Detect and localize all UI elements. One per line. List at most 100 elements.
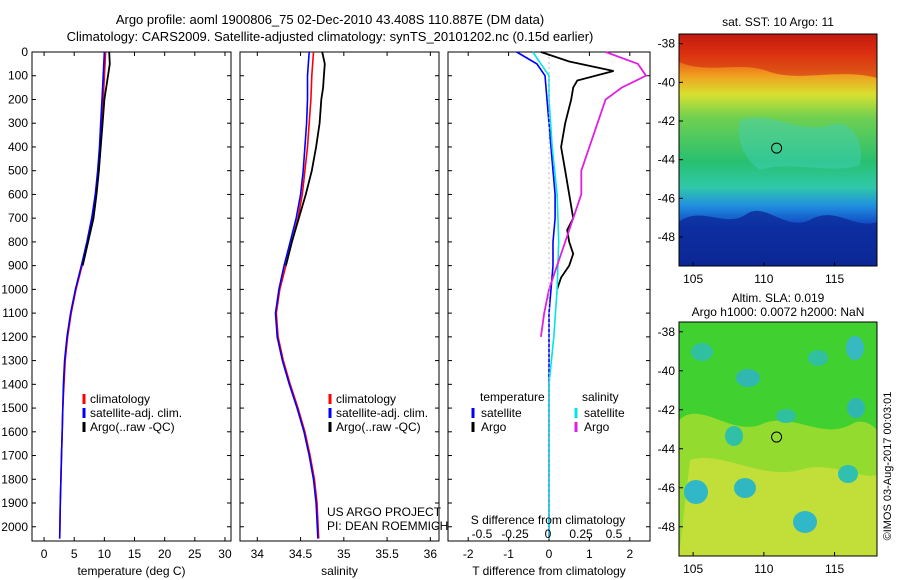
sla-eddy (736, 369, 760, 387)
sst-heatmap (679, 34, 877, 266)
temperature-x-tick-label: 10 (98, 547, 112, 561)
depth-tick-label: 1700 (1, 449, 28, 463)
sla-x-tick-label: 115 (825, 562, 844, 576)
annotation-project: US ARGO PROJECT (327, 505, 442, 519)
difference-x-axis-label: T difference from climatology (472, 564, 626, 578)
salinity-series-1 (274, 51, 319, 539)
depth-tick-label: 0 (21, 45, 28, 59)
temperature-x-tick-label: 15 (128, 547, 142, 561)
salinity-series-2 (285, 51, 326, 266)
sst-y-tick-label: -42 (658, 114, 676, 128)
depth-tick-label: 1200 (1, 330, 28, 344)
sla-eddy (776, 409, 796, 423)
imos-credit: ©IMOS 03-Aug-2017 00:03:01 (882, 392, 894, 541)
salinity-axes-box (239, 51, 440, 542)
depth-tick-label: 1800 (1, 472, 28, 486)
temperature-series-2 (81, 51, 111, 266)
sla-y-tick-label: -44 (658, 442, 676, 456)
sla-eddy (691, 343, 713, 361)
sla-y-tick-label: -38 (658, 325, 676, 339)
sst-cold-water (679, 210, 877, 266)
sla-eddy (838, 465, 858, 483)
sst-x-tick-label: 115 (825, 272, 844, 286)
difference-x-tick-label: 0 (546, 547, 553, 561)
sla-eddy (725, 426, 743, 446)
diff-legend-label: Argo (584, 420, 610, 434)
temperature-panel: 0100200300400500600700800900100011001200… (1, 45, 232, 578)
sst-warm-water (679, 34, 877, 78)
diff-top-tick-label: 0 (545, 527, 552, 541)
sla-map-title: Argo h1000: 0.0072 h2000: NaN (692, 305, 865, 319)
depth-tick-label: 600 (8, 187, 28, 201)
sla-map-panel: 105 110 115 -38 -40 -42 -44 -46 -48 Altim. SLA: 0… (658, 291, 878, 576)
sst-x-tick-label: 105 (683, 272, 703, 286)
sst-map-title: sat. SST: 10 Argo: 11 (722, 15, 834, 29)
sst-x-tick-label: 110 (754, 272, 773, 286)
difference-x-tick-label: -1 (503, 547, 514, 561)
salinity-series-0 (275, 51, 320, 539)
temperature-x-axis-label: temperature (deg C) (77, 564, 185, 578)
difference-panel: -2 -1 0 1 2T difference from climatology temp… (447, 51, 651, 578)
salinity-x-tick-label: 34 (251, 547, 265, 561)
depth-tick-label: 1400 (1, 377, 28, 391)
depth-tick-label: 800 (8, 235, 28, 249)
difference-x-tick-label: 1 (586, 547, 593, 561)
difference-series-3 (540, 51, 648, 338)
diff-top-tick-label: -0.25 (501, 527, 529, 541)
argo-location-marker (771, 142, 783, 154)
depth-tick-label: 900 (8, 259, 28, 273)
diff-top-tick-label: 0.5 (606, 527, 623, 541)
temperature-legend-label: climatology (90, 392, 150, 406)
sla-y-tick-label: -46 (658, 481, 676, 495)
temperature-legend-label: satellite-adj. clim. (90, 406, 182, 420)
sla-x-tick-label: 105 (683, 562, 703, 576)
difference-x-tick-label: -2 (463, 547, 474, 561)
temperature-x-tick-label: 30 (218, 547, 232, 561)
temperature-x-tick-label: 25 (188, 547, 202, 561)
sst-y-tick-label: -38 (658, 37, 676, 51)
sla-eddy (684, 480, 708, 504)
diff-legend-title-salinity: salinity (582, 390, 619, 404)
difference-x-tick-label: 2 (626, 547, 633, 561)
sla-x-tick-label: 110 (754, 562, 773, 576)
depth-tick-label: 100 (8, 69, 28, 83)
temperature-axes-box (31, 51, 232, 542)
depth-tick-label: 1500 (1, 401, 28, 415)
difference-series-1 (540, 51, 614, 290)
diff-legend-label: satellite (584, 406, 625, 420)
salinity-x-tick-label: 36 (424, 547, 438, 561)
sla-peak-region (679, 457, 877, 556)
depth-tick-label: 1000 (1, 282, 28, 296)
temperature-legend-label: Argo(..raw -QC) (90, 420, 175, 434)
sla-y-tick-label: -40 (658, 364, 676, 378)
salinity-legend-label: Argo(..raw -QC) (336, 420, 421, 434)
sla-map-frame (678, 321, 878, 557)
temperature-series-0 (58, 51, 107, 539)
sst-cool-patch (738, 117, 861, 170)
diff-legend-title-temperature: temperature (480, 390, 545, 404)
sst-y-tick-label: -40 (658, 75, 676, 89)
sst-y-tick-label: -48 (658, 230, 676, 244)
salinity-x-axis-label: salinity (321, 564, 358, 578)
salinity-x-tick-label: 35.5 (375, 547, 399, 561)
depth-tick-label: 1600 (1, 425, 28, 439)
sla-eddy (793, 511, 817, 533)
depth-tick-label: 1300 (1, 354, 28, 368)
argo-location-marker (771, 431, 783, 443)
sla-eddy (847, 398, 865, 418)
sla-eddy (734, 478, 756, 498)
depth-tick-label: 2000 (1, 520, 28, 534)
temperature-x-tick-label: 5 (71, 547, 78, 561)
depth-tick-label: 200 (8, 92, 28, 106)
sst-y-tick-label: -46 (658, 191, 676, 205)
depth-tick-label: 1100 (2, 306, 28, 320)
sla-eddy (808, 350, 828, 366)
diff-top-tick-label: 0.25 (569, 527, 593, 541)
difference-series-2 (532, 51, 560, 539)
sla-y-tick-label: -42 (658, 403, 676, 417)
salinity-panel: 34 34.5 35 35.5 36 salinity climatologysatelli… (239, 51, 448, 578)
temperature-series-1 (58, 51, 106, 539)
depth-tick-label: 500 (8, 164, 28, 178)
